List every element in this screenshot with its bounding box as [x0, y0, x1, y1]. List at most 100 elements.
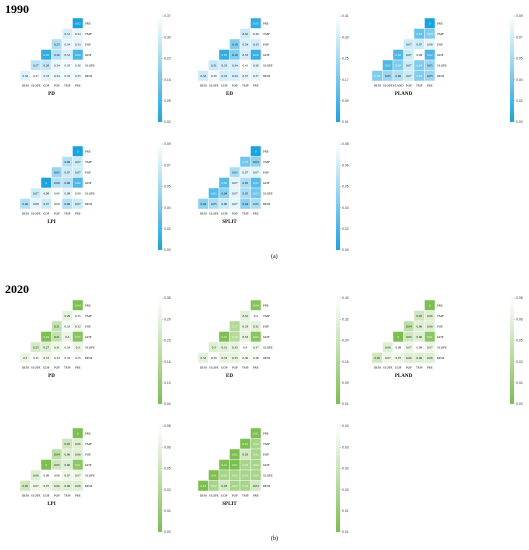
heatmap-cell: [250, 480, 262, 492]
colorbar-tick-label: 0.05: [342, 185, 349, 189]
cell-value-label: 0.34: [232, 74, 238, 78]
row-label: GDP: [263, 335, 270, 339]
cell-value-label: 0.06: [221, 202, 227, 206]
row-label: PRE: [85, 149, 91, 153]
cell-value-label: 0.37: [253, 74, 259, 78]
colorbar-tick-label: 0.41: [342, 14, 349, 18]
column-label: DEM: [22, 84, 29, 88]
cell-value-label: 0.02: [75, 21, 81, 25]
row-label: TMP: [263, 442, 270, 446]
colorbar-tick-label: 0.06: [516, 317, 523, 321]
cell-value-label: 0.06: [64, 463, 70, 467]
cell-value-label: 0.09: [54, 202, 60, 206]
row-label: SLOPE: [263, 473, 273, 477]
row-label: DEM: [85, 74, 92, 78]
cell-value-label: 0.08: [43, 473, 49, 477]
cell-value-label: 0.35: [64, 74, 70, 78]
row-label: POP: [85, 324, 91, 328]
cell-value-label: 0.07: [385, 356, 391, 360]
row-label: PRE: [263, 431, 269, 435]
column-label: DEM: [374, 366, 381, 370]
cell-value-label: 0.04: [395, 63, 401, 67]
column-label: DEM: [22, 212, 29, 216]
colorbar-tick-label: 0.04: [164, 206, 171, 210]
cell-value-label: 0.07: [406, 42, 412, 46]
row-label: TMP: [437, 314, 444, 318]
heatmap-cell: [424, 70, 436, 82]
cell-value-label: 0.05: [54, 463, 60, 467]
cell-value-label: 0.32: [242, 32, 248, 36]
cell-value-label: 0.18: [232, 335, 238, 339]
row-label: DEM: [263, 356, 270, 360]
cell-value-label: 0.39: [211, 74, 217, 78]
column-label: PRE: [75, 212, 81, 216]
colorbar-tick-label: 0.03: [516, 360, 523, 364]
colorbar-tick-label: 0.01: [342, 402, 349, 406]
colorbar-tick-label: 0.02: [342, 488, 349, 492]
cell-value-label: 0.01: [211, 473, 217, 477]
cell-value-label: 0.02: [427, 53, 433, 57]
cell-value-label: 0.05: [416, 314, 422, 318]
column-label: POP: [54, 494, 60, 498]
column-label: DEM: [200, 84, 207, 88]
colorbar: [336, 298, 340, 404]
colorbar-tick-label: 0.32: [342, 317, 349, 321]
cell-value-label: 0.04: [221, 191, 227, 195]
column-label: TMP: [64, 212, 71, 216]
colorbar-tick-label: 0.23: [164, 57, 171, 61]
cell-value-label: 0.06: [427, 356, 433, 360]
cell-value-label: 0.35: [33, 356, 39, 360]
column-label: GDP: [395, 366, 402, 370]
row-label: POP: [263, 452, 269, 456]
colorbar-tick-label: 0.00: [164, 530, 171, 534]
heatmap-2020-lpi: 0 PRE 0.05 0.06 TMP 0.04 0.06 0.06 POP 0 0.05 0.06 0…: [19, 424, 171, 534]
column-label: PRE: [427, 366, 433, 370]
cell-value-label: 0.04: [406, 324, 412, 328]
cell-value-label: 0.04: [374, 74, 380, 78]
row-label: POP: [85, 170, 91, 174]
cell-value-label: 0.04: [43, 335, 49, 339]
cell-value-label: 0.02: [395, 53, 401, 57]
colorbar-tick-label: 0.04: [164, 402, 171, 406]
cell-value-label: 0.06: [395, 74, 401, 78]
cell-value-label: 0.06: [22, 202, 28, 206]
colorbar: [510, 16, 514, 122]
panel-title: PD: [48, 92, 55, 97]
cell-value-label: 0: [45, 181, 47, 185]
column-label: POP: [54, 84, 60, 88]
heatmap-cell: [72, 70, 84, 82]
row-label: SLOPE: [85, 191, 95, 195]
cell-value-label: 0.07: [253, 170, 259, 174]
colorbar: [158, 298, 162, 404]
column-label: SLOPE: [209, 494, 219, 498]
subcaption-b: (b): [271, 536, 278, 542]
cell-value-label: 0.02: [221, 181, 227, 185]
cell-value-label: 0.38: [253, 356, 259, 360]
colorbar-tick-label: 0.25: [342, 57, 349, 61]
cell-value-label: 0.06: [253, 53, 259, 57]
cell-value-label: 0.31: [211, 63, 217, 67]
row-label: TMP: [85, 442, 92, 446]
cell-value-label: 0.09: [75, 191, 81, 195]
row-label: DEM: [85, 484, 92, 488]
cell-value-label: 0.08: [43, 191, 49, 195]
cell-value-label: 0.04: [427, 32, 433, 36]
row-label: SLOPE: [263, 345, 273, 349]
colorbar-tick-label: 0.16: [342, 360, 349, 364]
cell-value-label: 0.01: [232, 463, 238, 467]
cell-value-label: 0.31: [64, 53, 70, 57]
column-label: TMP: [64, 494, 71, 498]
cell-value-label: 0.08: [33, 202, 39, 206]
cell-value-label: 0.02: [232, 473, 238, 477]
colorbar: [336, 426, 340, 532]
cell-value-label: 0.07: [232, 191, 238, 195]
colorbar: [336, 144, 340, 250]
row-label: GDP: [263, 181, 270, 185]
colorbar-tick-label: 0.02: [342, 227, 349, 231]
colorbar-tick-label: 0.23: [164, 339, 171, 343]
cell-value-label: 0.06: [416, 335, 422, 339]
cell-value-label: 0.04: [200, 202, 206, 206]
column-label: SLOPE: [383, 366, 393, 370]
heatmap-cell: [72, 198, 84, 210]
row-label: TMP: [263, 160, 270, 164]
